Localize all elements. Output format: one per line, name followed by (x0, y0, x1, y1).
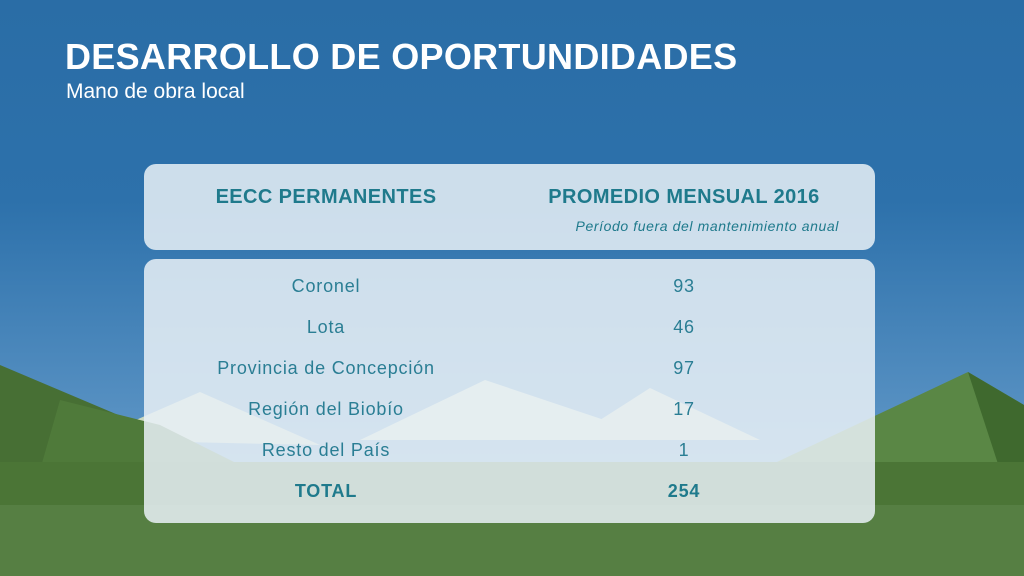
row-label: Lota (306, 317, 346, 337)
row-value: 93 (673, 276, 695, 296)
row-value: 1 (678, 440, 690, 460)
slide-title: DESARROLLO DE OPORTUNDIDADES (65, 36, 738, 77)
row-value-total: 254 (667, 481, 701, 501)
table-row-total: TOTAL 254 (144, 471, 875, 511)
table-row: Lota 46 (144, 307, 875, 347)
table-row: Región del Biobío 17 (144, 389, 875, 429)
row-label: Resto del País (261, 440, 391, 460)
row-value: 97 (673, 358, 695, 378)
row-value: 17 (673, 399, 695, 419)
right-mountain-shadow (968, 372, 1024, 470)
column-header-note: Período fuera del mantenimiento anual (575, 218, 839, 234)
table-row: Resto del País 1 (144, 430, 875, 470)
row-value: 46 (673, 317, 695, 337)
table-body-panel: Coronel 93 Lota 46 Provincia de Concepci… (144, 259, 875, 523)
row-label-total: TOTAL (294, 481, 358, 501)
table-row: Coronel 93 (144, 266, 875, 306)
row-label: Provincia de Concepción (217, 358, 435, 378)
slide-subtitle: Mano de obra local (66, 80, 245, 103)
column-header-eecc: EECC PERMANENTES (215, 186, 437, 208)
table-header-panel: EECC PERMANENTES PROMEDIO MENSUAL 2016 P… (144, 164, 875, 250)
row-label: Región del Biobío (248, 399, 404, 419)
row-label: Coronel (291, 276, 361, 296)
table-row: Provincia de Concepción 97 (144, 348, 875, 388)
column-header-promedio: PROMEDIO MENSUAL 2016 (548, 186, 820, 208)
